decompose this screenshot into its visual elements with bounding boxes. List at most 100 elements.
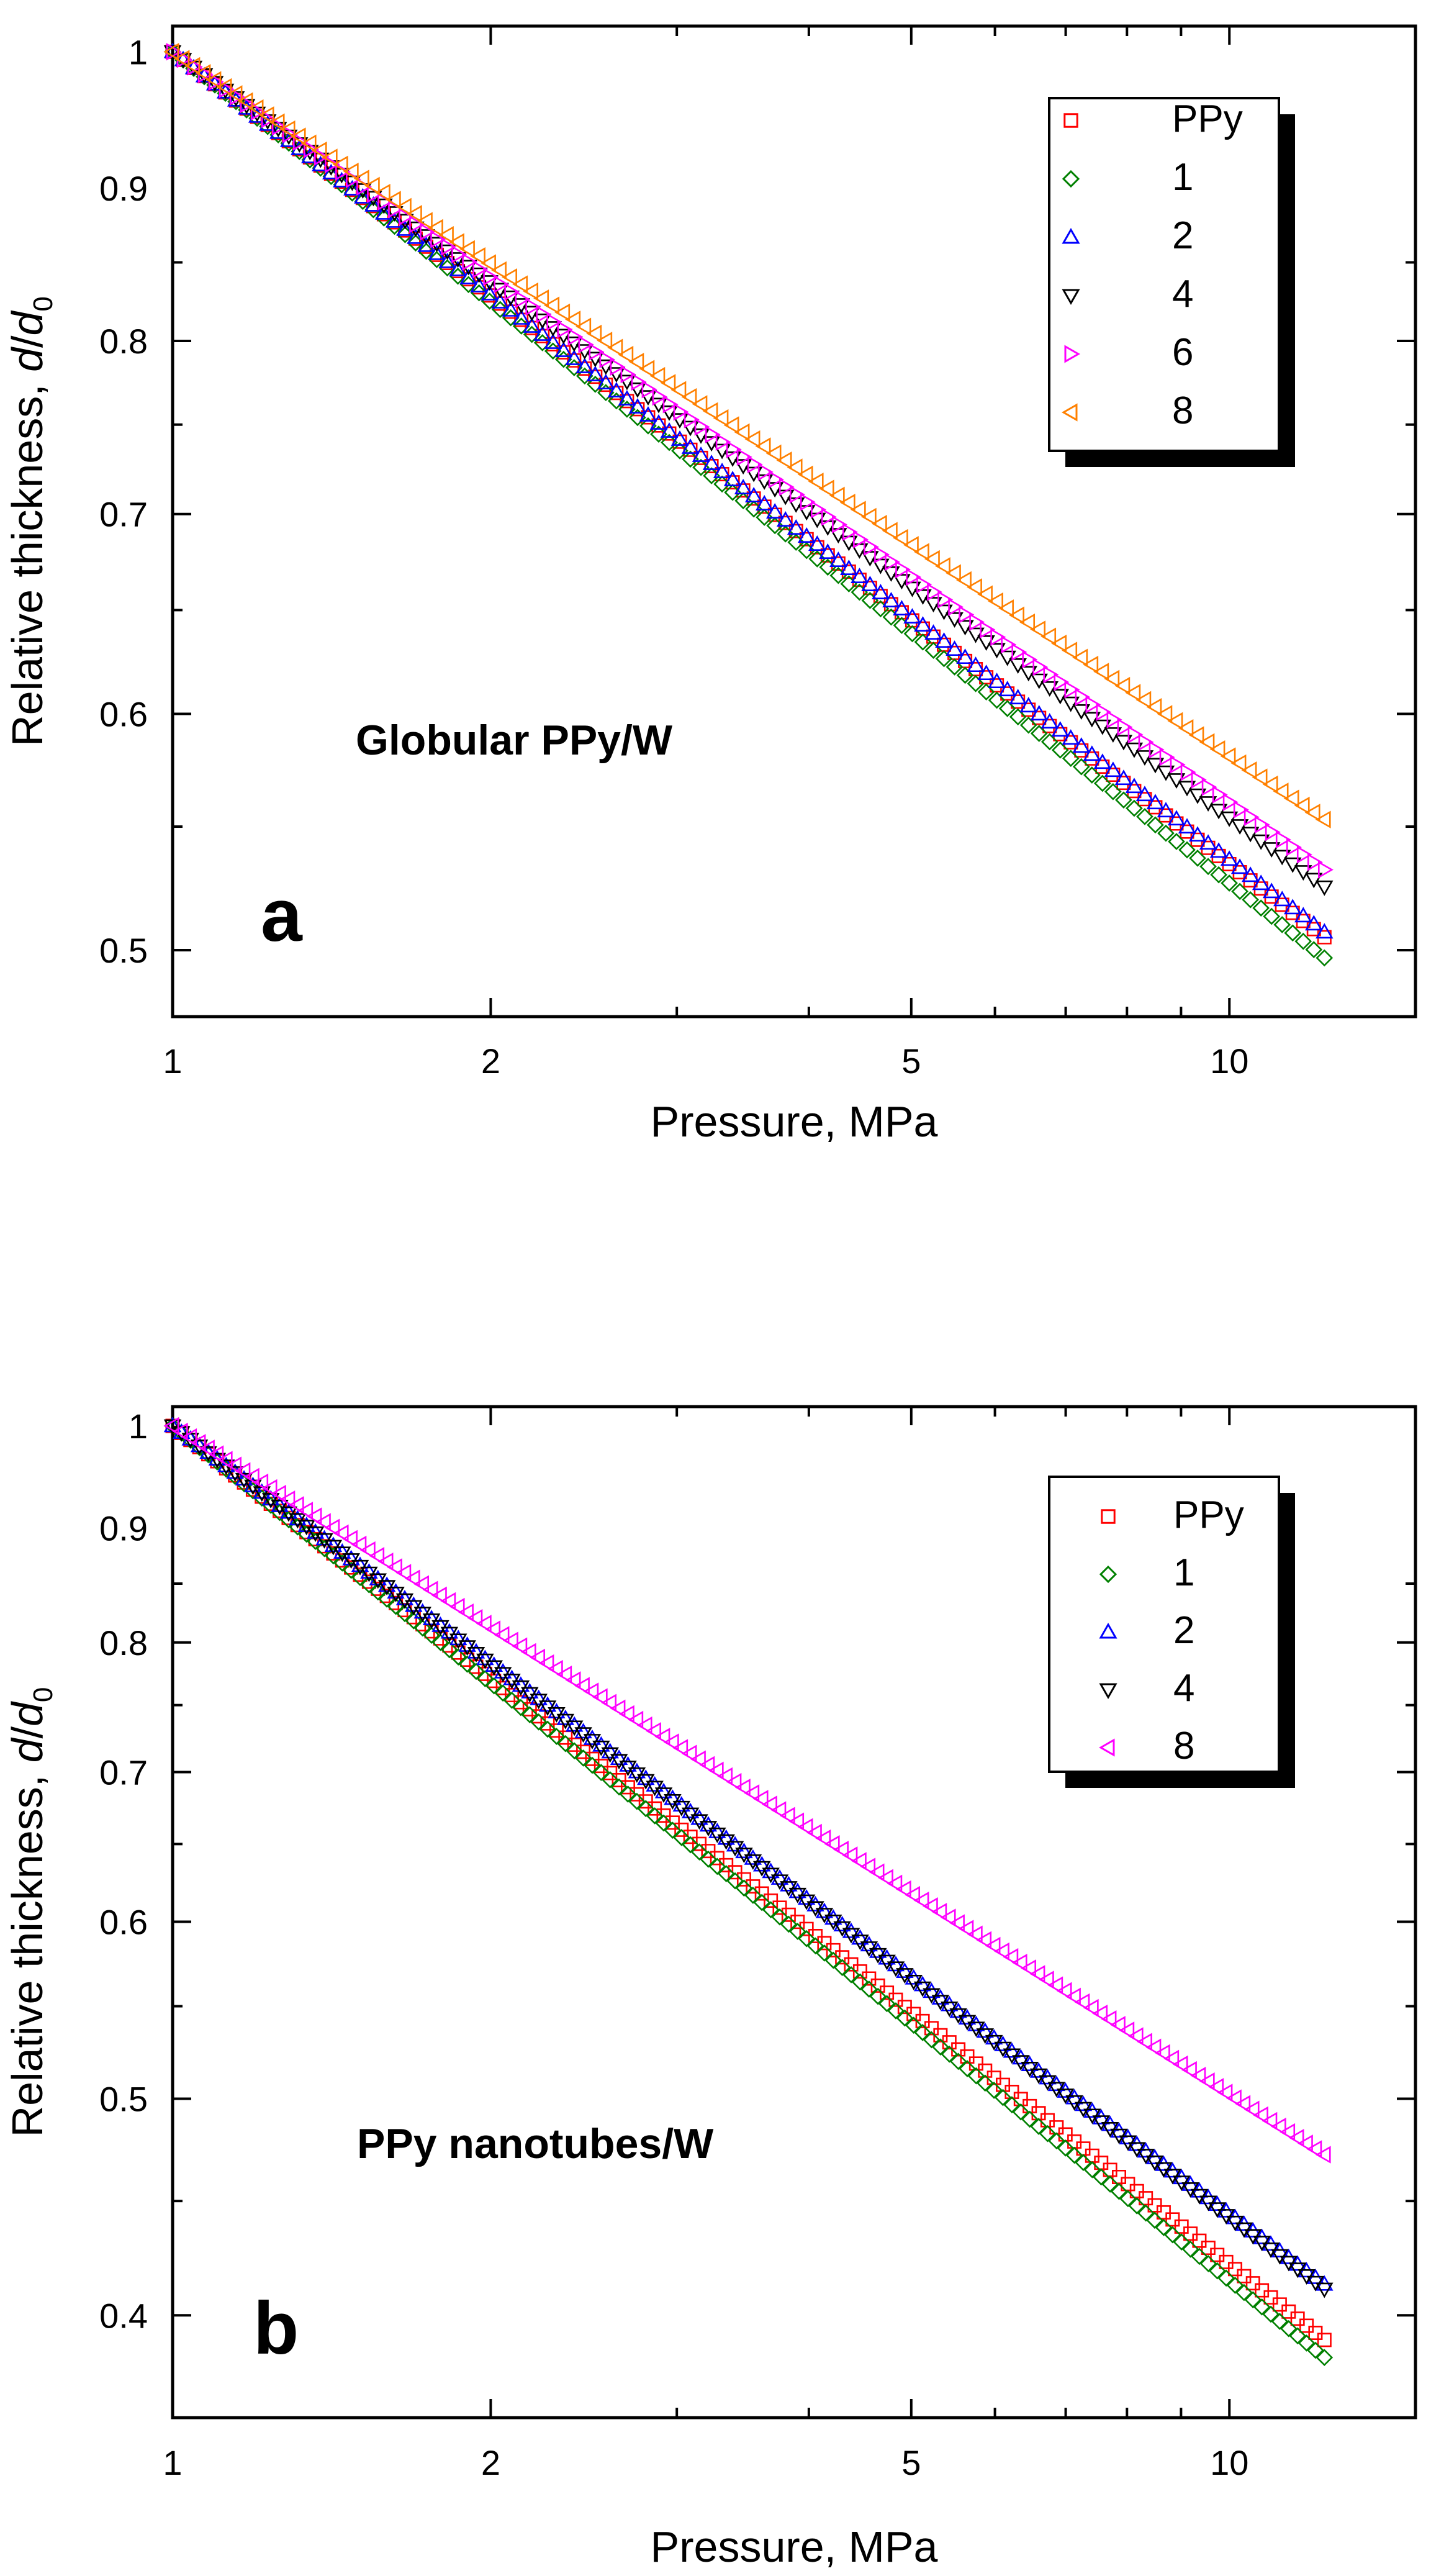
data-point [533, 325, 551, 341]
data-point [913, 1891, 929, 1910]
data-point [637, 1800, 655, 1818]
data-point [734, 479, 752, 494]
data-point [618, 345, 634, 364]
data-point [726, 1772, 742, 1791]
data-point [354, 188, 372, 204]
data-point [1232, 865, 1247, 880]
data-point [520, 1643, 536, 1661]
data-point [744, 1887, 762, 1904]
x-tick-label: 1 [163, 2443, 182, 2482]
data-point [360, 1563, 378, 1579]
data-point [882, 522, 898, 540]
data-point [448, 233, 464, 251]
data-point [959, 605, 975, 624]
data-point [1083, 745, 1101, 761]
data-point [407, 234, 425, 252]
data-point [1241, 761, 1257, 779]
data-point [417, 236, 435, 252]
data-point [451, 245, 467, 263]
data-point [1275, 830, 1291, 849]
data-point [1009, 689, 1027, 705]
data-point [762, 1862, 780, 1879]
legend-marker-8 [1098, 1738, 1115, 1757]
data-point [966, 578, 982, 596]
data-point [968, 2056, 983, 2071]
data-point [546, 313, 562, 331]
data-point [512, 1637, 528, 1656]
data-point [808, 1928, 823, 1943]
data-point [1101, 2175, 1119, 2193]
data-point [306, 1523, 325, 1539]
data-point [1272, 2297, 1287, 2312]
data-point [994, 2088, 1012, 2107]
data-point [660, 405, 679, 421]
data-point [1264, 889, 1279, 904]
data-point [1051, 741, 1069, 759]
data-point [1101, 2010, 1117, 2028]
data-point [694, 418, 710, 436]
data-point [735, 1843, 753, 1859]
data-point [882, 592, 900, 608]
data-point [565, 1716, 584, 1732]
data-point [998, 599, 1014, 617]
legend-box [1048, 97, 1280, 452]
data-point [1199, 2255, 1217, 2272]
data-point [1039, 2125, 1057, 2143]
data-point [565, 349, 584, 365]
data-point [1299, 2318, 1314, 2333]
data-point [1244, 808, 1260, 827]
data-point [853, 530, 869, 549]
legend-marker-1 [1062, 170, 1080, 188]
data-point [1062, 750, 1080, 768]
series-8 [163, 1417, 1331, 2164]
data-point [1062, 729, 1080, 745]
data-point [1208, 2078, 1224, 2096]
data-point [681, 1744, 697, 1762]
data-point [386, 1558, 402, 1576]
data-point [646, 1721, 661, 1740]
data-point [717, 1767, 733, 1785]
data-point [923, 2031, 941, 2049]
data-point [243, 1467, 260, 1486]
data-point [869, 1863, 885, 1881]
data-point [655, 1814, 672, 1832]
data-point [798, 1930, 815, 1948]
data-point [935, 604, 953, 620]
data-point [597, 359, 615, 375]
data-point [576, 317, 592, 335]
data-point [708, 1761, 724, 1780]
series-8 [163, 43, 1331, 828]
data-point [1210, 866, 1227, 884]
x-tick-label: 5 [901, 2443, 921, 2482]
data-point [915, 2013, 930, 2028]
data-point [1013, 2092, 1028, 2107]
data-point [1306, 922, 1321, 937]
data-point [649, 397, 668, 414]
data-point [1241, 866, 1260, 882]
data-point [458, 1636, 476, 1652]
data-point [1158, 808, 1173, 823]
data-point [1114, 676, 1131, 695]
data-point [1125, 684, 1141, 702]
data-point [354, 183, 372, 199]
data-point [217, 1451, 233, 1469]
data-point [923, 1982, 941, 1998]
data-point [1047, 1976, 1063, 1994]
data-point [1030, 2118, 1047, 2135]
plot-area [163, 1417, 1334, 2367]
data-point [960, 2049, 975, 2064]
data-point [1110, 2182, 1128, 2200]
data-point [734, 1778, 751, 1797]
data-point [227, 85, 243, 103]
data-point [512, 1676, 530, 1692]
data-point [662, 396, 679, 414]
data-point [1114, 735, 1133, 751]
data-point [544, 333, 562, 349]
data-point [660, 422, 679, 438]
data-point [607, 338, 623, 356]
data-point [956, 666, 974, 684]
data-point [826, 1943, 841, 1957]
data-point [548, 1703, 566, 1719]
data-point [1199, 733, 1215, 751]
data-point [1222, 793, 1239, 811]
